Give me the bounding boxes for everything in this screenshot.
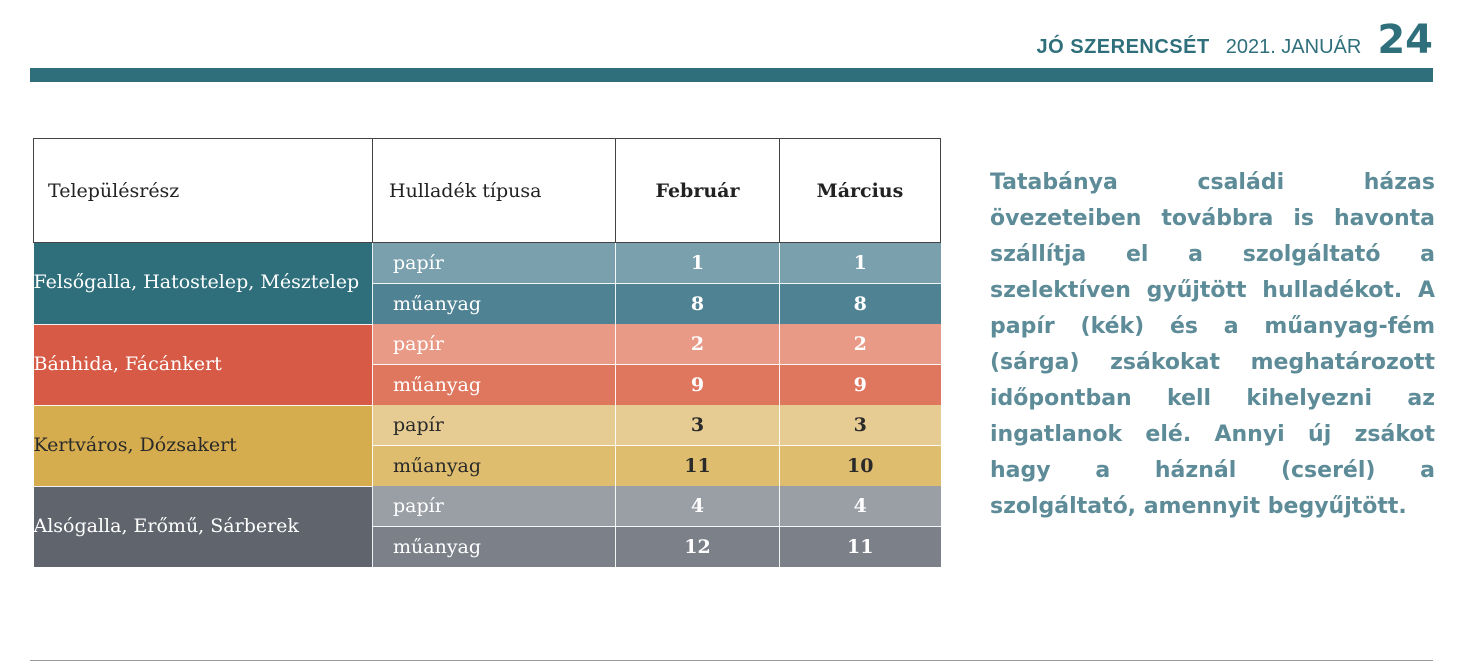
district-name: Bánhida, Fácánkert xyxy=(33,324,373,406)
february-day: 11 xyxy=(615,445,780,486)
march-day: 4 xyxy=(779,486,941,527)
district-name: Kertváros, Dózsakert xyxy=(33,405,373,487)
waste-type: papír xyxy=(372,324,616,365)
table-row: Felsőgalla, Hatostelep, Mésztelep papír … xyxy=(33,242,941,325)
february-day: 9 xyxy=(615,364,780,405)
march-day: 2 xyxy=(779,324,941,365)
issue-date: 2021. JANUÁR xyxy=(1225,36,1362,58)
col-header-waste-type: Hulladék típusa xyxy=(372,138,616,243)
march-day: 10 xyxy=(779,445,941,486)
table-row: műanyag 9 9 xyxy=(34,364,941,405)
waste-type: műanyag xyxy=(372,445,616,486)
col-header-district: Településrész xyxy=(33,138,373,243)
table-row: műanyag 11 10 xyxy=(34,445,941,486)
bottom-divider xyxy=(30,660,1433,661)
march-day: 11 xyxy=(779,526,941,567)
table-row: Alsógalla, Erőmű, Sárberek papír 4 4 xyxy=(33,486,941,568)
waste-type: papír xyxy=(372,242,616,284)
table-row: Bánhida, Fácánkert papír 2 2 xyxy=(33,324,941,406)
district-name: Felsőgalla, Hatostelep, Mésztelep xyxy=(33,242,373,325)
table-row: Kertváros, Dózsakert papír 3 3 xyxy=(33,405,941,487)
col-header-february: Február xyxy=(615,138,780,243)
collection-schedule-table: Településrész Hulladék típusa Február Má… xyxy=(33,138,941,568)
waste-type: műanyag xyxy=(372,526,616,567)
table-header-row: Településrész Hulladék típusa Február Má… xyxy=(33,138,941,243)
waste-type: papír xyxy=(372,405,616,446)
february-day: 12 xyxy=(615,526,780,567)
march-day: 1 xyxy=(779,242,941,284)
march-day: 3 xyxy=(779,405,941,446)
page-header: JÓ SZERENCSÉT 2021. JANUÁR 24 xyxy=(1037,20,1434,60)
march-day: 9 xyxy=(779,364,941,405)
february-day: 1 xyxy=(615,242,780,284)
header-band xyxy=(30,68,1433,82)
table-row: műanyag 12 11 xyxy=(34,526,941,567)
table-row: műanyag 8 8 xyxy=(34,283,941,324)
info-paragraph: Tatabánya családi házas övezeteiben tová… xyxy=(990,170,1435,519)
publication-name: JÓ SZERENCSÉT xyxy=(1036,36,1210,58)
february-day: 4 xyxy=(615,486,780,527)
february-day: 8 xyxy=(615,283,780,324)
page-number: 24 xyxy=(1377,17,1433,63)
waste-type: műanyag xyxy=(372,364,616,405)
march-day: 8 xyxy=(779,283,941,324)
february-day: 3 xyxy=(615,405,780,446)
district-name: Alsógalla, Erőmű, Sárberek xyxy=(33,486,373,568)
waste-type: műanyag xyxy=(372,283,616,324)
waste-type: papír xyxy=(372,486,616,527)
february-day: 2 xyxy=(615,324,780,365)
col-header-march: Március xyxy=(779,138,941,243)
